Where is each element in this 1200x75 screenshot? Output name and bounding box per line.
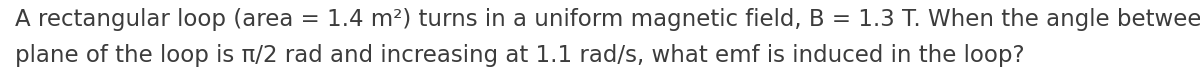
Text: plane of the loop is π/2 rad and increasing at 1.1 rad/s, what emf is induced in: plane of the loop is π/2 rad and increas… xyxy=(14,44,1025,67)
Text: A rectangular loop (area = 1.4 m²) turns in a uniform magnetic field, B = 1.3 T.: A rectangular loop (area = 1.4 m²) turns… xyxy=(14,8,1200,31)
